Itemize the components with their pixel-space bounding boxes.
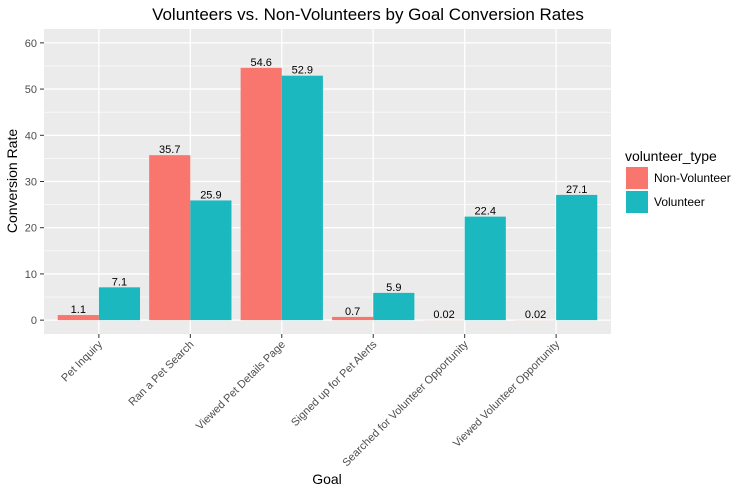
legend-label-non-volunteer: Non-Volunteer xyxy=(654,171,731,185)
data-label: 5.9 xyxy=(386,282,401,294)
data-label: 0.02 xyxy=(433,309,454,321)
data-label: 52.9 xyxy=(292,65,313,77)
data-label: 7.1 xyxy=(112,276,127,288)
y-axis: 0 10 20 30 40 50 60 xyxy=(25,38,44,327)
y-tick-label: 30 xyxy=(25,177,37,189)
y-tick-label: 50 xyxy=(25,84,37,96)
data-label: 0.02 xyxy=(525,309,546,321)
y-axis-title: Conversion Rate xyxy=(4,129,20,233)
bar-volunteer-4 xyxy=(373,292,415,321)
x-tick-label: Viewed Pet Details Page xyxy=(194,339,288,433)
y-tick-label: 10 xyxy=(25,269,37,281)
x-tick-label: Ran a Pet Search xyxy=(127,339,197,409)
legend-label-volunteer: Volunteer xyxy=(654,195,705,209)
legend-swatch-volunteer xyxy=(626,191,648,213)
x-tick-label: Viewed Volunteer Opportunity xyxy=(451,338,563,450)
y-tick-label: 0 xyxy=(31,315,37,327)
chart-title: Volunteers vs. Non-Volunteers by Goal Co… xyxy=(152,5,584,24)
data-labels: 1.1 7.1 35.7 25.9 54.6 52.9 0.7 5.9 0.02 22.4 0.02… xyxy=(71,57,588,321)
bars xyxy=(57,67,598,321)
legend: volunteer_type Non-Volunteer Volunteer xyxy=(625,148,731,213)
x-tick-label: Pet Inquiry xyxy=(59,338,105,384)
bar-volunteer-2 xyxy=(190,200,232,321)
data-label: 35.7 xyxy=(159,144,180,156)
bar-non-volunteer-1 xyxy=(57,315,99,321)
y-tick-label: 20 xyxy=(25,223,37,235)
bar-volunteer-5 xyxy=(464,216,506,321)
legend-swatch-non-volunteer xyxy=(626,167,648,189)
y-tick-label: 60 xyxy=(25,38,37,50)
bar-non-volunteer-2 xyxy=(149,155,191,321)
y-tick-label: 40 xyxy=(25,130,37,142)
data-label: 27.1 xyxy=(566,184,587,196)
bar-non-volunteer-4 xyxy=(332,316,374,321)
bar-volunteer-6 xyxy=(556,194,598,321)
data-label: 25.9 xyxy=(200,189,221,201)
x-tick-label: Signed up for Pet Alerts xyxy=(289,338,380,429)
legend-title: volunteer_type xyxy=(625,148,717,164)
data-label: 22.4 xyxy=(475,206,496,218)
data-label: 0.7 xyxy=(345,306,360,318)
bar-non-volunteer-3 xyxy=(240,67,282,321)
data-label: 1.1 xyxy=(71,304,86,316)
x-axis-title: Goal xyxy=(312,471,342,487)
data-label: 54.6 xyxy=(250,57,271,69)
bar-volunteer-3 xyxy=(281,75,323,321)
bar-volunteer-1 xyxy=(98,287,141,321)
